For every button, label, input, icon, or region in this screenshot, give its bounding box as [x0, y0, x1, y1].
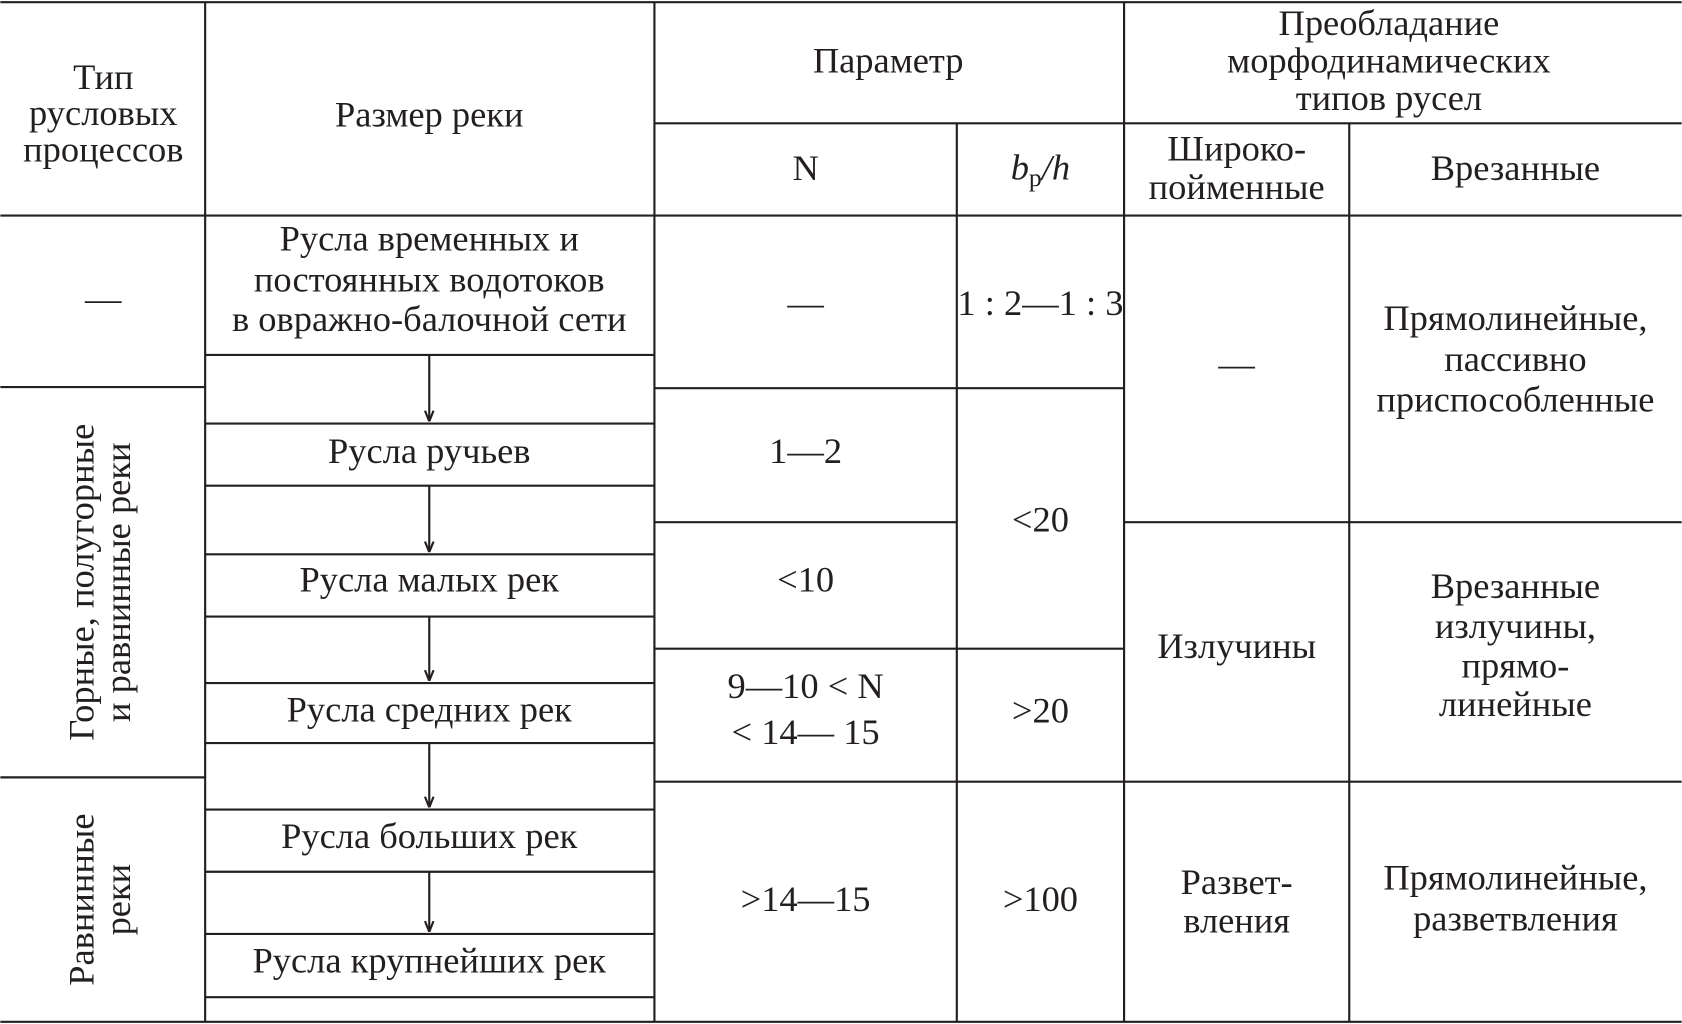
header-text: Преобладание	[1279, 3, 1500, 43]
cell-text: >14—15	[741, 879, 871, 919]
cell-text: 1—2	[769, 431, 842, 471]
header-text: процессов	[23, 130, 183, 170]
cell-text: приспособленные	[1376, 380, 1654, 420]
cell-text: Врезанные	[1431, 566, 1600, 606]
cell-text: >20	[1012, 690, 1069, 730]
cell-text: Излучины	[1157, 626, 1316, 666]
cell-text: реки	[98, 864, 138, 936]
cell-text: и равнинные реки	[98, 442, 138, 722]
header-text: пойменные	[1149, 167, 1325, 207]
header-text: Тип	[73, 57, 133, 97]
cell-text: —	[1217, 344, 1255, 384]
cell-text: < 14— 15	[732, 712, 880, 752]
cell-text: —	[84, 279, 122, 319]
cell-text: 9—10 < N	[728, 666, 884, 706]
cell-text: линейные	[1439, 684, 1592, 724]
header-text: Параметр	[813, 41, 964, 81]
header-text: типов русел	[1296, 78, 1482, 118]
cell-text: Прямолинейные,	[1383, 298, 1647, 338]
cell-text: >100	[1003, 879, 1078, 919]
header-text: Размер реки	[335, 94, 523, 134]
header-text: bр/h	[1011, 148, 1070, 192]
body: — Горные, полугорные и равнинные реки Ра…	[61, 219, 1654, 986]
cell-text: разветвления	[1413, 898, 1618, 938]
cell-text: излучины,	[1435, 606, 1596, 646]
header-text: Врезанные	[1431, 148, 1600, 188]
cell-text: Горные, полугорные	[61, 424, 101, 741]
header: Тип русловых процессов Размер реки Парам…	[23, 3, 1600, 207]
header-text: морфодинамических	[1227, 41, 1551, 81]
cell-text: постоянных водотоков	[254, 259, 605, 299]
cell-text: Русла малых рек	[299, 560, 559, 600]
cell-text: 1 : 2—1 : 3	[957, 283, 1123, 323]
cell-text: Русла средних рек	[287, 689, 572, 729]
cell-text: вления	[1183, 901, 1290, 941]
header-text: русловых	[29, 93, 177, 133]
cell-text: Русла ручьев	[328, 431, 530, 471]
symbol: b	[1011, 148, 1029, 188]
cell-text: —	[786, 283, 824, 323]
cell-text: <20	[1012, 500, 1069, 540]
cell-text: Прямолинейные,	[1383, 858, 1647, 898]
cell-text: <10	[777, 560, 834, 600]
cell-text: пассивно	[1444, 339, 1586, 379]
subscript: р	[1029, 163, 1042, 192]
cell-text: прямо-	[1462, 645, 1570, 685]
cell-text: Равнинные	[61, 813, 101, 985]
cell-text: Развет-	[1181, 862, 1293, 902]
cell-text: Русла больших рек	[281, 816, 577, 856]
cell-text: Русла временных и	[280, 219, 579, 259]
cell-text: в овражно-балочной сети	[232, 299, 627, 339]
header-text: N	[792, 148, 818, 188]
header-text: Широко-	[1167, 129, 1306, 169]
symbol: /h	[1040, 148, 1070, 188]
cell-text: Русла крупнейших рек	[253, 940, 607, 980]
